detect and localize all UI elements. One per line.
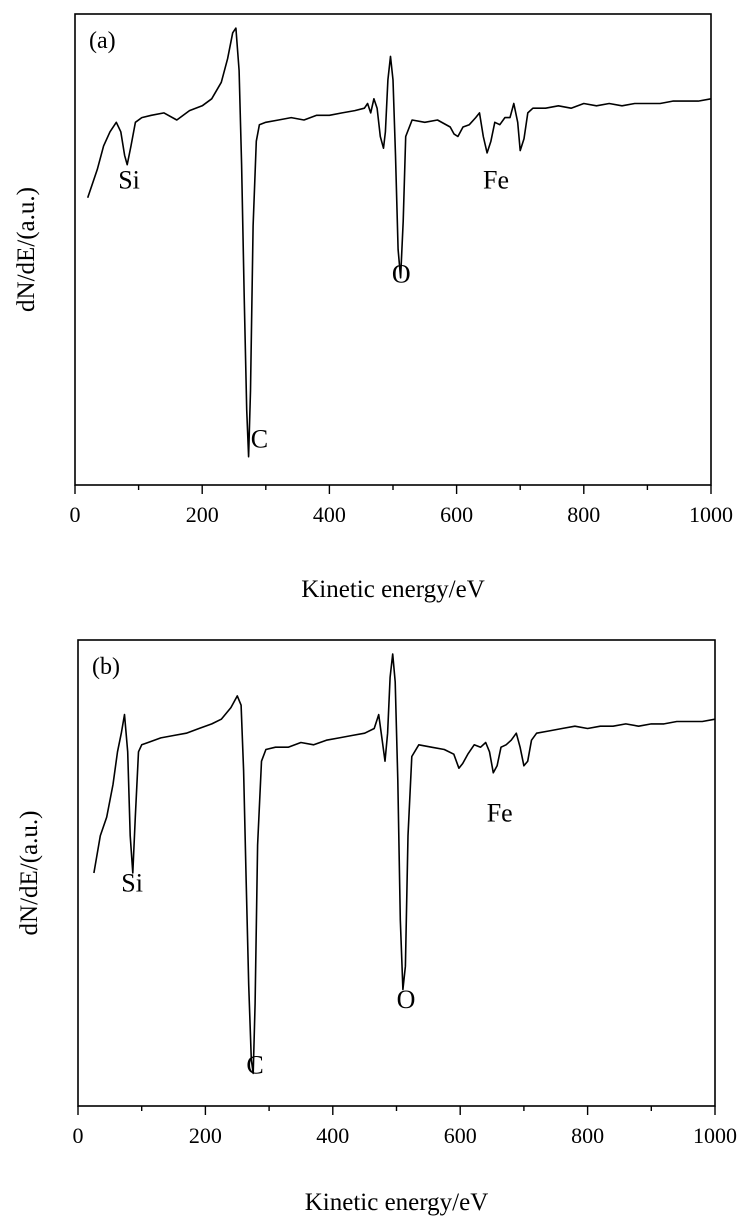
peak-label-c: C <box>251 424 268 453</box>
peak-label-c: C <box>246 1050 263 1079</box>
peak-label-si: Si <box>118 165 140 194</box>
x-tick-label: 400 <box>313 502 346 527</box>
y-axis-label: dN/dE/(a.u.) <box>13 187 40 312</box>
peak-label-o: O <box>397 985 416 1014</box>
panel-label: (b) <box>92 654 120 680</box>
x-tick-label: 0 <box>70 502 81 527</box>
peak-label-fe: Fe <box>483 165 509 194</box>
x-tick-label: 1000 <box>689 502 733 527</box>
panel-label: (a) <box>89 28 116 54</box>
x-tick-label: 1000 <box>693 1123 737 1148</box>
panel-a: 0 200 400 600 800 1000 Si C O Fe (a) Kinetic energy… <box>13 13 733 603</box>
x-tick-label: 200 <box>189 1123 222 1148</box>
x-axis-label: Kinetic energy/eV <box>301 576 485 603</box>
x-tick-label: 600 <box>440 502 473 527</box>
panel-b: 0 200 400 600 800 1000 Si C O Fe (b) Kinetic energy… <box>16 639 737 1216</box>
spectrum-line <box>86 27 712 458</box>
x-tick-label: 0 <box>73 1123 84 1148</box>
spectrum-line <box>93 653 716 1075</box>
x-tick-label: 400 <box>316 1123 349 1148</box>
x-axis-label: Kinetic energy/eV <box>305 1189 489 1216</box>
y-axis-label: dN/dE/(a.u.) <box>16 811 43 936</box>
peak-label-fe: Fe <box>487 799 513 828</box>
peak-label-o: O <box>392 259 411 288</box>
x-tick-label: 600 <box>444 1123 477 1148</box>
peak-label-si: Si <box>121 869 143 898</box>
x-tick-label: 800 <box>571 1123 604 1148</box>
x-tick-label: 200 <box>186 502 219 527</box>
x-tick-label: 800 <box>567 502 600 527</box>
